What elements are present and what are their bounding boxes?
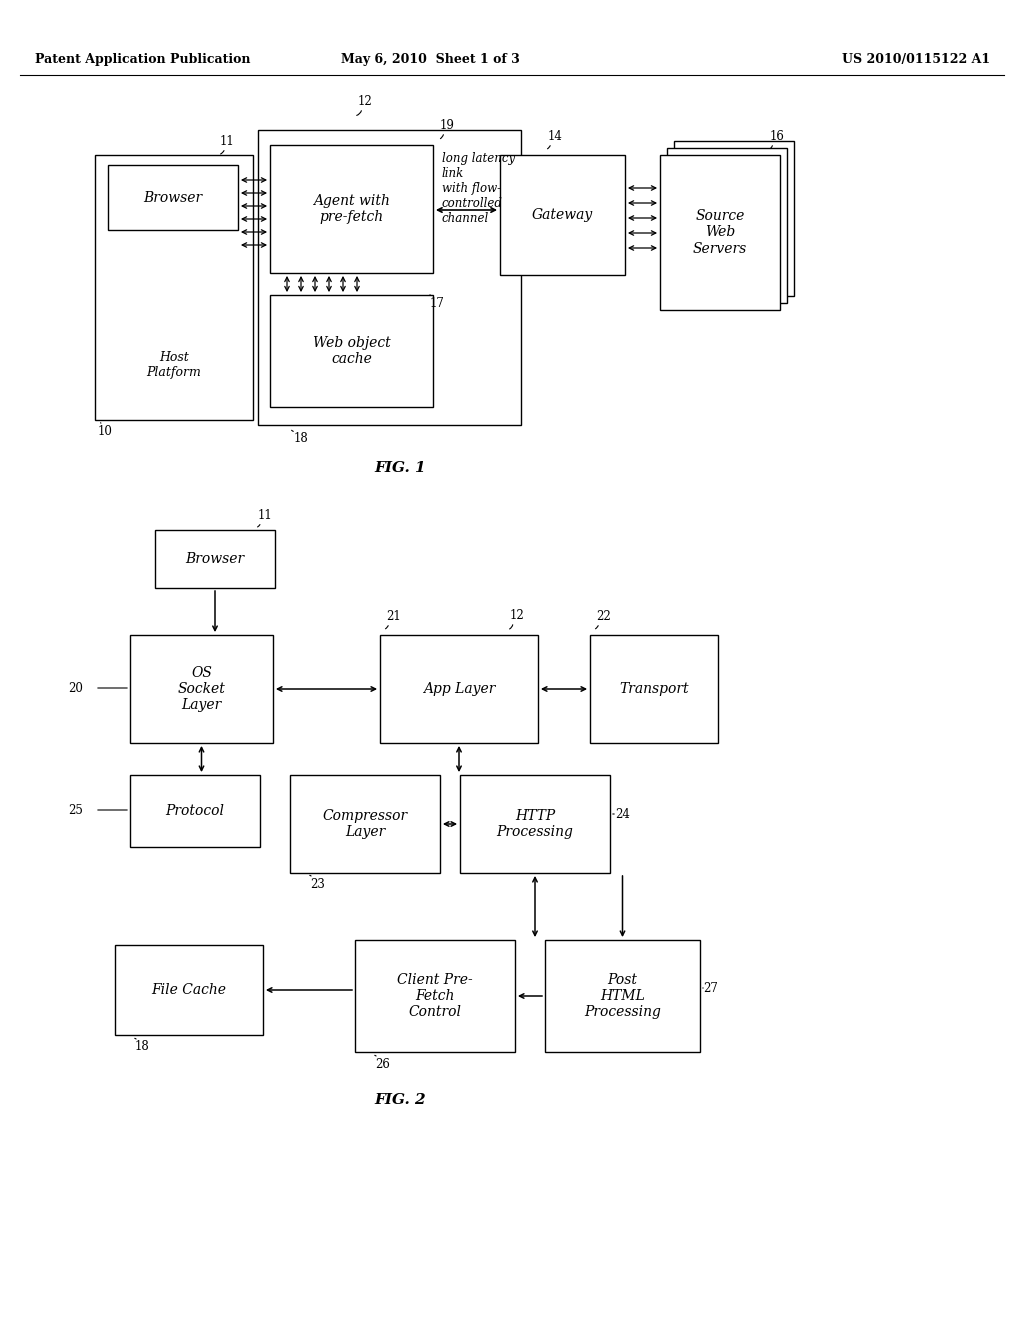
Text: Transport: Transport [620,682,689,696]
Text: Agent with
pre-fetch: Agent with pre-fetch [313,194,390,224]
Text: 11: 11 [220,135,234,148]
Text: Patent Application Publication: Patent Application Publication [35,54,251,66]
Bar [667,148,787,304]
Text: 25: 25 [68,804,83,817]
Bar [590,635,718,743]
Text: 12: 12 [358,95,373,108]
Text: Browser: Browser [143,190,203,205]
Text: 14: 14 [548,129,563,143]
Text: Compressor
Layer: Compressor Layer [323,809,408,840]
Bar [130,775,260,847]
Text: 18: 18 [135,1040,150,1053]
Bar [258,129,521,425]
Bar [674,141,794,296]
Bar [500,154,625,275]
Bar [290,775,440,873]
Text: Post
HTML
Processing: Post HTML Processing [584,973,660,1019]
Text: FIG. 2: FIG. 2 [374,1093,426,1107]
Bar [270,294,433,407]
Text: Browser: Browser [185,552,245,566]
Text: 19: 19 [440,119,455,132]
Text: 11: 11 [258,510,272,521]
Bar [660,154,780,310]
Text: 22: 22 [596,610,610,623]
Bar [130,635,273,743]
Bar [95,154,253,420]
Text: 27: 27 [703,982,718,994]
Text: FIG. 1: FIG. 1 [374,461,426,475]
Text: 20: 20 [68,681,83,694]
Text: 26: 26 [375,1059,390,1071]
Text: 16: 16 [770,129,784,143]
Text: 24: 24 [615,808,630,821]
Text: 10: 10 [98,425,113,438]
Bar [270,145,433,273]
Text: File Cache: File Cache [152,983,226,997]
Text: 23: 23 [310,878,325,891]
Text: May 6, 2010  Sheet 1 of 3: May 6, 2010 Sheet 1 of 3 [341,54,519,66]
Text: Source
Web
Servers: Source Web Servers [693,210,748,256]
Text: Gateway: Gateway [531,209,593,222]
Bar [108,165,238,230]
Bar [155,531,275,587]
Text: Host
Platform: Host Platform [146,351,202,379]
Bar [545,940,700,1052]
Bar [460,775,610,873]
Text: 12: 12 [510,609,524,622]
Bar [380,635,538,743]
Text: App Layer: App Layer [423,682,496,696]
Text: 17: 17 [430,297,444,310]
Bar [115,945,263,1035]
Text: HTTP
Processing: HTTP Processing [497,809,573,840]
Text: OS
Socket
Layer: OS Socket Layer [177,665,225,713]
Text: Protocol: Protocol [166,804,224,818]
Text: 18: 18 [294,432,309,445]
Bar [355,940,515,1052]
Text: Client Pre-
Fetch
Control: Client Pre- Fetch Control [397,973,473,1019]
Text: Web object
cache: Web object cache [312,335,390,366]
Text: 21: 21 [386,610,400,623]
Text: US 2010/0115122 A1: US 2010/0115122 A1 [842,54,990,66]
Text: long latency
link
with flow-
controlled
channel: long latency link with flow- controlled … [442,152,515,224]
